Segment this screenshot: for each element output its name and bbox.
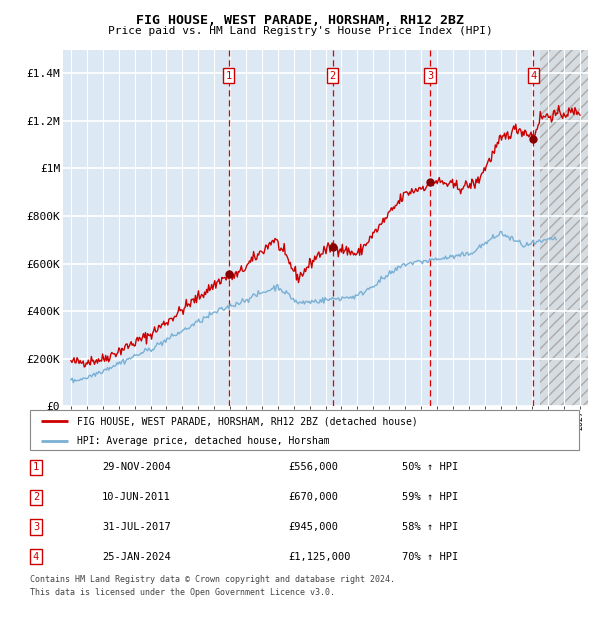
Text: Price paid vs. HM Land Registry's House Price Index (HPI): Price paid vs. HM Land Registry's House … — [107, 26, 493, 36]
Text: 59% ↑ HPI: 59% ↑ HPI — [402, 492, 458, 502]
Text: FIG HOUSE, WEST PARADE, HORSHAM, RH12 2BZ: FIG HOUSE, WEST PARADE, HORSHAM, RH12 2B… — [136, 14, 464, 27]
Text: 1: 1 — [226, 71, 232, 81]
Text: 31-JUL-2017: 31-JUL-2017 — [102, 522, 171, 532]
Text: 3: 3 — [427, 71, 433, 81]
Text: 4: 4 — [530, 71, 536, 81]
Bar — [540, 50, 588, 406]
Text: £556,000: £556,000 — [288, 463, 338, 472]
Bar — [540, 50, 588, 406]
Text: 50% ↑ HPI: 50% ↑ HPI — [402, 463, 458, 472]
Text: 4: 4 — [33, 552, 39, 562]
FancyBboxPatch shape — [30, 410, 579, 449]
Text: £1,125,000: £1,125,000 — [288, 552, 350, 562]
Text: 2: 2 — [33, 492, 39, 502]
Text: 3: 3 — [33, 522, 39, 532]
Text: FIG HOUSE, WEST PARADE, HORSHAM, RH12 2BZ (detached house): FIG HOUSE, WEST PARADE, HORSHAM, RH12 2B… — [77, 417, 418, 427]
Text: 70% ↑ HPI: 70% ↑ HPI — [402, 552, 458, 562]
Text: HPI: Average price, detached house, Horsham: HPI: Average price, detached house, Hors… — [77, 436, 329, 446]
Text: 25-JAN-2024: 25-JAN-2024 — [102, 552, 171, 562]
Text: Contains HM Land Registry data © Crown copyright and database right 2024.: Contains HM Land Registry data © Crown c… — [30, 575, 395, 584]
Text: £670,000: £670,000 — [288, 492, 338, 502]
Text: 2: 2 — [329, 71, 335, 81]
Text: 58% ↑ HPI: 58% ↑ HPI — [402, 522, 458, 532]
Text: 29-NOV-2004: 29-NOV-2004 — [102, 463, 171, 472]
Text: This data is licensed under the Open Government Licence v3.0.: This data is licensed under the Open Gov… — [30, 588, 335, 598]
Text: 10-JUN-2011: 10-JUN-2011 — [102, 492, 171, 502]
Text: 1: 1 — [33, 463, 39, 472]
Text: £945,000: £945,000 — [288, 522, 338, 532]
